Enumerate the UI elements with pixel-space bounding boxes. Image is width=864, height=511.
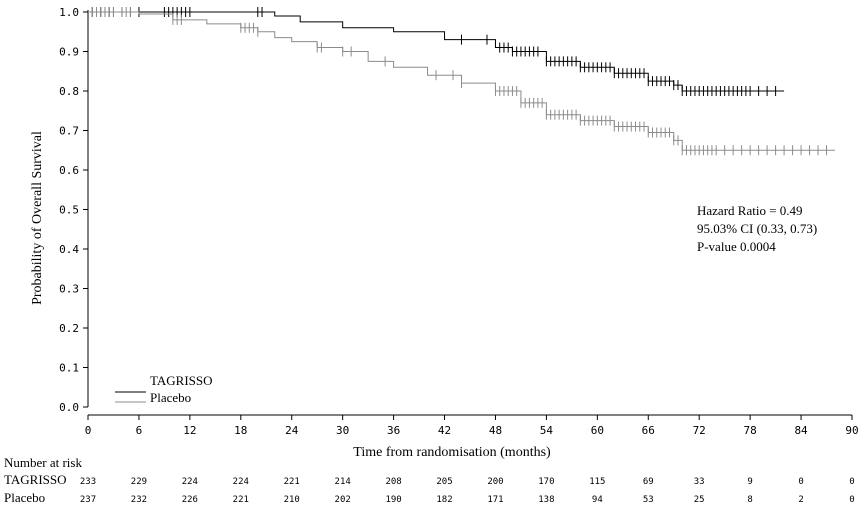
x-tick-label: 0 bbox=[85, 424, 92, 437]
x-tick-label: 84 bbox=[794, 424, 808, 437]
risk-count-cell: 224 bbox=[182, 477, 198, 487]
ci-text: 95.03% CI (0.33, 0.73) bbox=[697, 221, 817, 236]
risk-count-cell: 0 bbox=[849, 495, 854, 505]
legend-label-tagrisso: TAGRISSO bbox=[150, 373, 213, 388]
x-axis-ticks: 0 6 12 18 24 30 36 42 48 54 60 66 72 78 84 90 bbox=[85, 415, 859, 437]
risk-count-cell: 115 bbox=[589, 477, 605, 487]
risk-count-cell: 190 bbox=[385, 495, 401, 505]
x-tick-label: 6 bbox=[136, 424, 143, 437]
x-axis-label: Time from randomisation (months) bbox=[353, 445, 551, 460]
risk-count-cell: 237 bbox=[80, 495, 96, 505]
risk-count-cell: 8 bbox=[747, 495, 752, 505]
y-tick-label: 0.8 bbox=[59, 85, 79, 98]
y-tick-label: 0.2 bbox=[59, 322, 79, 335]
y-tick-label: 0.6 bbox=[59, 164, 79, 177]
risk-table: Number at risk TAGRISSO Placebo 233 229 22… bbox=[4, 455, 855, 505]
legend: TAGRISSO Placebo bbox=[115, 373, 213, 405]
risk-count-cell: 208 bbox=[385, 477, 401, 487]
y-tick-label: 0.3 bbox=[59, 283, 79, 296]
risk-count-cell: 53 bbox=[643, 495, 654, 505]
y-tick-label: 0.5 bbox=[59, 204, 79, 217]
risk-count-cell: 25 bbox=[694, 495, 705, 505]
x-tick-label: 54 bbox=[540, 424, 554, 437]
risk-count-cell: 226 bbox=[182, 495, 198, 505]
y-tick-label: 0.0 bbox=[59, 401, 79, 414]
risk-count-cell: 233 bbox=[80, 477, 96, 487]
risk-count-cell: 200 bbox=[487, 477, 503, 487]
y-tick-label: 0.9 bbox=[59, 46, 79, 59]
survival-curves bbox=[88, 7, 836, 156]
risk-count-cell: 94 bbox=[592, 495, 603, 505]
risk-count-cell: 171 bbox=[487, 495, 503, 505]
risk-row-label-tagrisso: TAGRISSO bbox=[4, 472, 67, 487]
y-axis-label: Probability of Overall Survival bbox=[30, 131, 45, 305]
risk-count-cell: 232 bbox=[131, 495, 147, 505]
x-tick-label: 18 bbox=[234, 424, 247, 437]
risk-count-cell: 182 bbox=[436, 495, 452, 505]
x-tick-label: 78 bbox=[744, 424, 757, 437]
x-tick-label: 36 bbox=[387, 424, 400, 437]
x-tick-label: 42 bbox=[438, 424, 451, 437]
y-tick-label: 1.0 bbox=[59, 6, 79, 19]
y-tick-label: 0.4 bbox=[59, 243, 79, 256]
risk-count-cell: 9 bbox=[747, 477, 752, 487]
x-tick-label: 66 bbox=[642, 424, 655, 437]
x-tick-label: 12 bbox=[183, 424, 196, 437]
risk-count-cell: 138 bbox=[538, 495, 554, 505]
legend-label-placebo: Placebo bbox=[150, 390, 191, 405]
p-value-text: P-value 0.0004 bbox=[697, 239, 776, 254]
hazard-ratio-text: Hazard Ratio = 0.49 bbox=[697, 203, 803, 218]
x-tick-label: 72 bbox=[693, 424, 706, 437]
risk-count-cell: 202 bbox=[335, 495, 351, 505]
risk-count-cell: 210 bbox=[284, 495, 300, 505]
risk-count-cell: 33 bbox=[694, 477, 705, 487]
y-tick-label: 0.1 bbox=[59, 362, 79, 375]
risk-counts: 233 229 224 224 221 214 208 205 200 170 115 69 33 9 0 0… bbox=[80, 477, 855, 505]
y-tick-label: 0.7 bbox=[59, 125, 79, 138]
x-tick-label: 60 bbox=[591, 424, 604, 437]
risk-count-cell: 170 bbox=[538, 477, 554, 487]
risk-count-cell: 69 bbox=[643, 477, 654, 487]
risk-count-cell: 0 bbox=[798, 477, 803, 487]
risk-count-cell: 221 bbox=[233, 495, 249, 505]
risk-count-cell: 229 bbox=[131, 477, 147, 487]
stats-annotation: Hazard Ratio = 0.49 95.03% CI (0.33, 0.7… bbox=[697, 203, 817, 254]
x-tick-label: 90 bbox=[845, 424, 858, 437]
risk-table-heading: Number at risk bbox=[4, 455, 82, 470]
risk-count-cell: 2 bbox=[798, 495, 803, 505]
risk-count-cell: 224 bbox=[233, 477, 249, 487]
risk-count-cell: 214 bbox=[335, 477, 351, 487]
risk-count-cell: 0 bbox=[849, 477, 854, 487]
risk-count-cell: 205 bbox=[436, 477, 452, 487]
y-axis-ticks: 0.0 0.1 0.2 0.3 0.4 0.5 0.6 0.7 0.8 0.9 1.0 bbox=[59, 6, 88, 414]
x-tick-label: 48 bbox=[489, 424, 502, 437]
x-tick-label: 30 bbox=[336, 424, 349, 437]
risk-count-cell: 221 bbox=[284, 477, 300, 487]
risk-row-label-placebo: Placebo bbox=[4, 490, 45, 505]
x-tick-label: 24 bbox=[285, 424, 299, 437]
axes bbox=[87, 10, 852, 416]
